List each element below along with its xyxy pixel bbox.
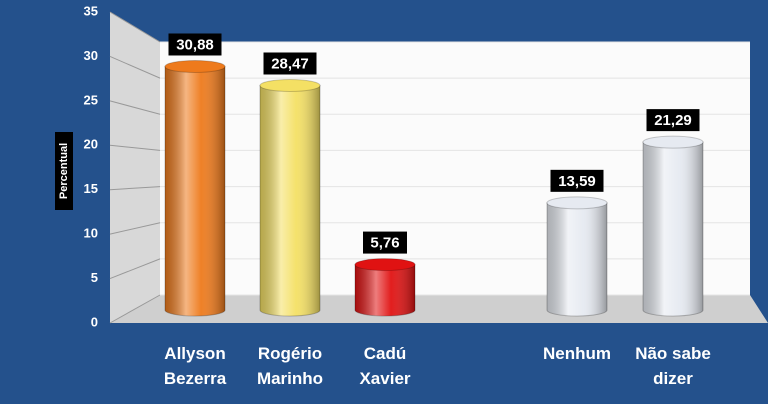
bar-top — [164, 59, 226, 73]
y-axis-label: Percentual — [58, 143, 70, 199]
value-label: 5,76 — [370, 235, 399, 252]
value-label: 30,88 — [176, 36, 214, 53]
value-label-box — [550, 169, 604, 192]
x-tick-label: Não sabe dizer — [635, 344, 711, 388]
side-wall — [110, 12, 160, 323]
bar-top — [642, 135, 704, 149]
bar-shading — [355, 264, 415, 316]
bar-shading — [643, 142, 703, 316]
bar-shading — [260, 85, 320, 316]
x-tick-label: Rogério Marinho — [257, 344, 323, 388]
grid-line — [109, 222, 161, 235]
bar-shading — [547, 202, 607, 316]
grid-line — [109, 258, 161, 280]
y-tick-label: 15 — [84, 181, 98, 196]
value-label-box — [168, 33, 222, 56]
bar-top — [546, 196, 608, 210]
grid-line — [109, 100, 161, 115]
y-label-box — [55, 132, 73, 210]
y-tick-label: 25 — [84, 92, 98, 107]
bar-top — [259, 78, 321, 92]
value-label-box — [646, 109, 700, 132]
x-tick-label: Nenhum — [543, 344, 611, 363]
y-tick-label: 10 — [84, 226, 98, 241]
x-tick-label: Allyson Bezerra — [164, 344, 227, 388]
y-tick-label: 0 — [91, 314, 98, 329]
value-label: 28,47 — [271, 55, 309, 72]
grid-line — [109, 11, 161, 43]
y-tick-label: 35 — [84, 3, 98, 18]
y-tick-label: 5 — [91, 270, 98, 285]
y-tick-label: 20 — [84, 137, 98, 152]
value-label-box — [363, 231, 407, 254]
y-tick-label: 30 — [84, 48, 98, 63]
value-label: 13,59 — [558, 173, 596, 190]
grid-line — [109, 294, 161, 324]
grid-line — [109, 55, 161, 79]
value-label: 21,29 — [654, 112, 692, 129]
x-tick-label: Cadú Xavier — [359, 344, 410, 388]
value-label-box — [263, 52, 317, 75]
grid-line — [109, 144, 161, 151]
bar-top — [354, 258, 416, 272]
grid-line — [109, 186, 161, 191]
bar-shading — [165, 66, 225, 317]
